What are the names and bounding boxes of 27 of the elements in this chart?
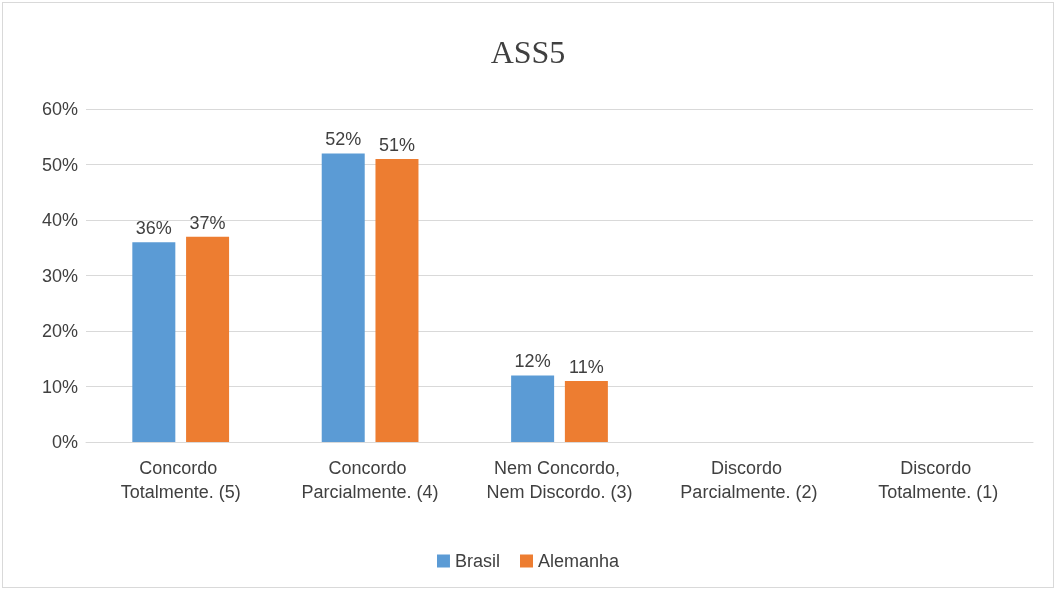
bar [186,236,230,442]
bar [564,380,608,442]
y-tick-label: 40% [41,210,78,230]
y-tick-label: 50% [41,154,78,175]
y-tick-label: 0% [51,432,78,452]
y-tick-label: 20% [41,321,78,341]
bar [321,153,365,442]
bar [375,158,419,442]
legend-label: Brasil [454,551,500,571]
x-tick-label: Nem Concordo, Nem Discordo. (3) [486,458,633,502]
y-tick-label: 10% [41,376,78,397]
data-label: 36% [135,218,172,239]
x-tick-label: Concordo Parcialmente. (4) [301,458,439,502]
legend-label: Alemanha [537,551,621,571]
bar [132,242,176,442]
y-tick-label: 30% [41,265,78,286]
x-tick-label: Discordo Totalmente. (1) [878,458,999,502]
chart-title: ASS5 [490,34,566,70]
x-tick-label: Concordo Totalmente. (5) [120,458,241,502]
bar [511,375,555,442]
y-tick-label: 60% [41,99,78,119]
data-label: 52% [325,129,362,150]
data-label: 51% [378,134,415,155]
data-label: 11% [569,356,604,377]
data-label: 37% [189,212,226,233]
x-tick-label: Discordo Parcialmente. (2) [680,458,818,502]
data-label: 12% [514,351,551,372]
